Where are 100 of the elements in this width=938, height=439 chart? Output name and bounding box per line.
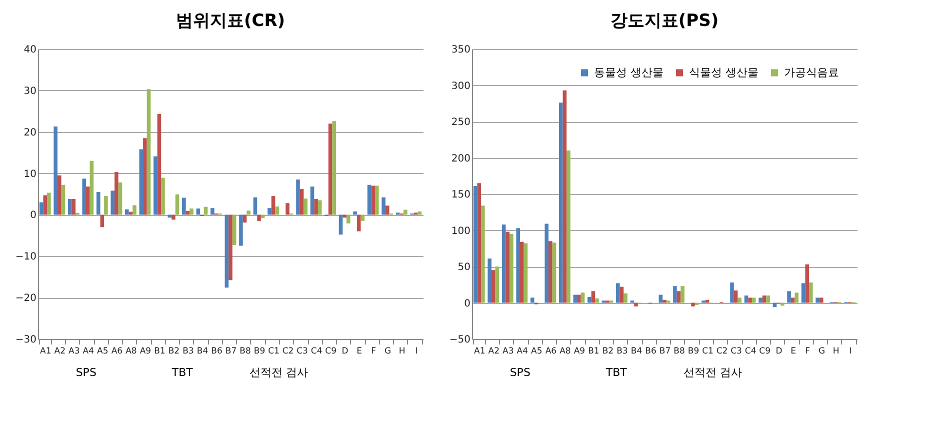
bar (338, 214, 343, 235)
x-tick-label: C1 (702, 346, 714, 356)
bar (620, 286, 624, 303)
x-tick-label: B2 (168, 346, 180, 356)
bar (246, 210, 250, 215)
x-tick-label: B4 (630, 346, 642, 356)
bar (616, 283, 620, 303)
bar (271, 196, 276, 215)
x-tick-label: H (832, 346, 840, 356)
bar (132, 205, 136, 215)
x-tick-label: C3 (730, 346, 742, 356)
bar (477, 183, 482, 303)
bar (780, 302, 784, 306)
bar (752, 298, 756, 303)
bar (488, 258, 492, 303)
bar (304, 198, 308, 215)
bar (90, 160, 94, 215)
bar (766, 296, 770, 303)
bar (580, 292, 585, 303)
bar (552, 242, 556, 303)
bar (182, 198, 186, 215)
x-tick-label: I (849, 346, 852, 356)
bar (382, 197, 386, 215)
x-tick-label: B1 (154, 346, 166, 356)
bar (228, 214, 232, 280)
x-tick-label: C2 (716, 346, 728, 356)
bar (374, 186, 379, 215)
bar (676, 291, 681, 303)
x-tick-label: A2 (488, 346, 500, 356)
bar (530, 298, 534, 303)
x-tick-label: A1 (40, 346, 52, 356)
bar (371, 186, 375, 215)
bar (242, 214, 247, 223)
bar (808, 282, 813, 303)
y-tick-label: 150 (451, 190, 470, 200)
bar (473, 186, 478, 303)
y-tick-label: 0 (464, 298, 470, 310)
x-tick-label: A4 (82, 346, 94, 356)
x-tick-label: E (356, 346, 362, 356)
y-tick-label: 350 (451, 44, 470, 56)
x-tick-label: B6 (211, 346, 222, 356)
x-tick-label: B8 (240, 346, 251, 356)
x-tick-label: C1 (268, 346, 280, 356)
x-tick-label: C4 (744, 346, 756, 356)
bar (385, 206, 390, 215)
bar (346, 214, 350, 224)
y-tick-label: 250 (451, 117, 470, 128)
bar (816, 298, 820, 303)
bar (114, 172, 118, 215)
x-tick-label: A4 (516, 346, 528, 356)
bar (68, 198, 72, 215)
bar (730, 282, 734, 303)
bar (54, 126, 58, 215)
bar (524, 243, 528, 303)
x-tick-label: F (371, 346, 376, 356)
x-tick-label: A8 (560, 346, 571, 356)
bar (748, 298, 752, 303)
bar (143, 138, 147, 215)
legend-label: 가공식음료 (784, 66, 839, 79)
bar (296, 180, 300, 215)
bar (154, 156, 158, 215)
x-tick-label: B9 (688, 346, 700, 356)
bar (253, 197, 258, 215)
x-tick-label: B9 (254, 346, 266, 356)
bar (562, 90, 567, 303)
bar (491, 270, 496, 303)
x-tick-label: C9 (759, 346, 770, 356)
bar (172, 214, 176, 220)
y-tick-label: −50 (449, 334, 470, 346)
x-tick-label: G (818, 346, 826, 356)
bar (146, 89, 151, 215)
x-tick-label: I (415, 346, 418, 356)
bar (573, 294, 578, 303)
y-tick-label: −30 (15, 334, 36, 346)
x-tick-label: E (790, 346, 796, 356)
legend-label: 식물성 생산물 (689, 66, 758, 79)
bar (691, 302, 695, 306)
bar (624, 293, 628, 303)
bar (96, 192, 100, 215)
bar (310, 186, 314, 215)
bar (342, 214, 346, 218)
bar (548, 241, 552, 303)
bar (758, 298, 762, 303)
bar (805, 264, 809, 303)
x-tick-label: B8 (674, 346, 685, 356)
bar (210, 208, 214, 215)
y-tick-label: 30 (24, 86, 36, 97)
text: TBT (604, 366, 628, 379)
x-tick-label: F (805, 346, 810, 356)
bar (124, 209, 129, 215)
bar (190, 208, 194, 215)
text: 선적전 검사 (683, 366, 742, 379)
bar (175, 194, 180, 215)
x-tick-label: B3 (616, 346, 628, 356)
bar (506, 232, 510, 303)
bar (544, 224, 549, 303)
bar (738, 298, 742, 303)
bar (232, 214, 236, 245)
bar (577, 294, 581, 303)
bar (57, 175, 62, 215)
